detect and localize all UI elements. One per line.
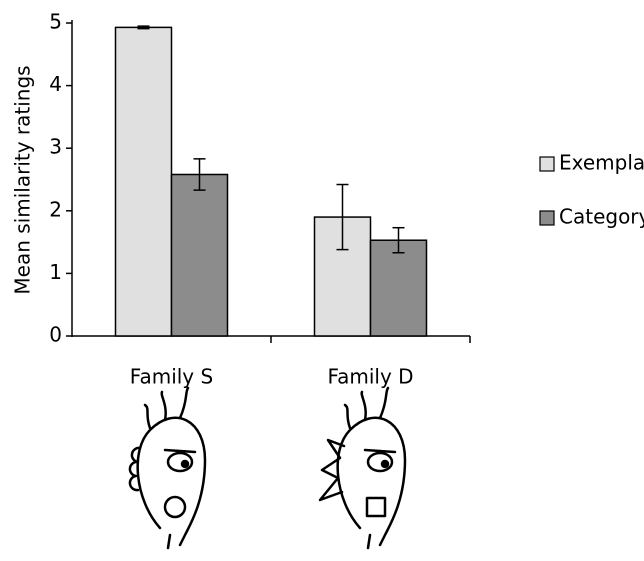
creature-family-s: [130, 388, 205, 548]
x-tick-label: Family D: [327, 365, 413, 389]
legend-swatch: [540, 157, 554, 171]
legend-label: Category: [559, 205, 644, 229]
bar: [116, 27, 172, 336]
legend-label: Exemplar: [559, 151, 644, 175]
chart: Mean similarity ratings 0 1 2 3 4 5 Family S Fa…: [0, 0, 644, 557]
y-tick-label: 0: [49, 323, 62, 347]
bar: [172, 174, 228, 336]
y-axis-label: Mean similarity ratings: [11, 65, 35, 294]
y-tick-label: 1: [49, 260, 62, 284]
legend-swatch: [540, 211, 554, 225]
y-tick-label: 4: [49, 72, 62, 96]
y-tick-label: 3: [49, 135, 62, 159]
bar: [371, 240, 427, 336]
y-tick-label: 2: [49, 197, 62, 221]
x-tick-label: Family S: [130, 365, 213, 389]
y-tick-label: 5: [49, 10, 62, 34]
creature-family-d: [320, 388, 405, 548]
